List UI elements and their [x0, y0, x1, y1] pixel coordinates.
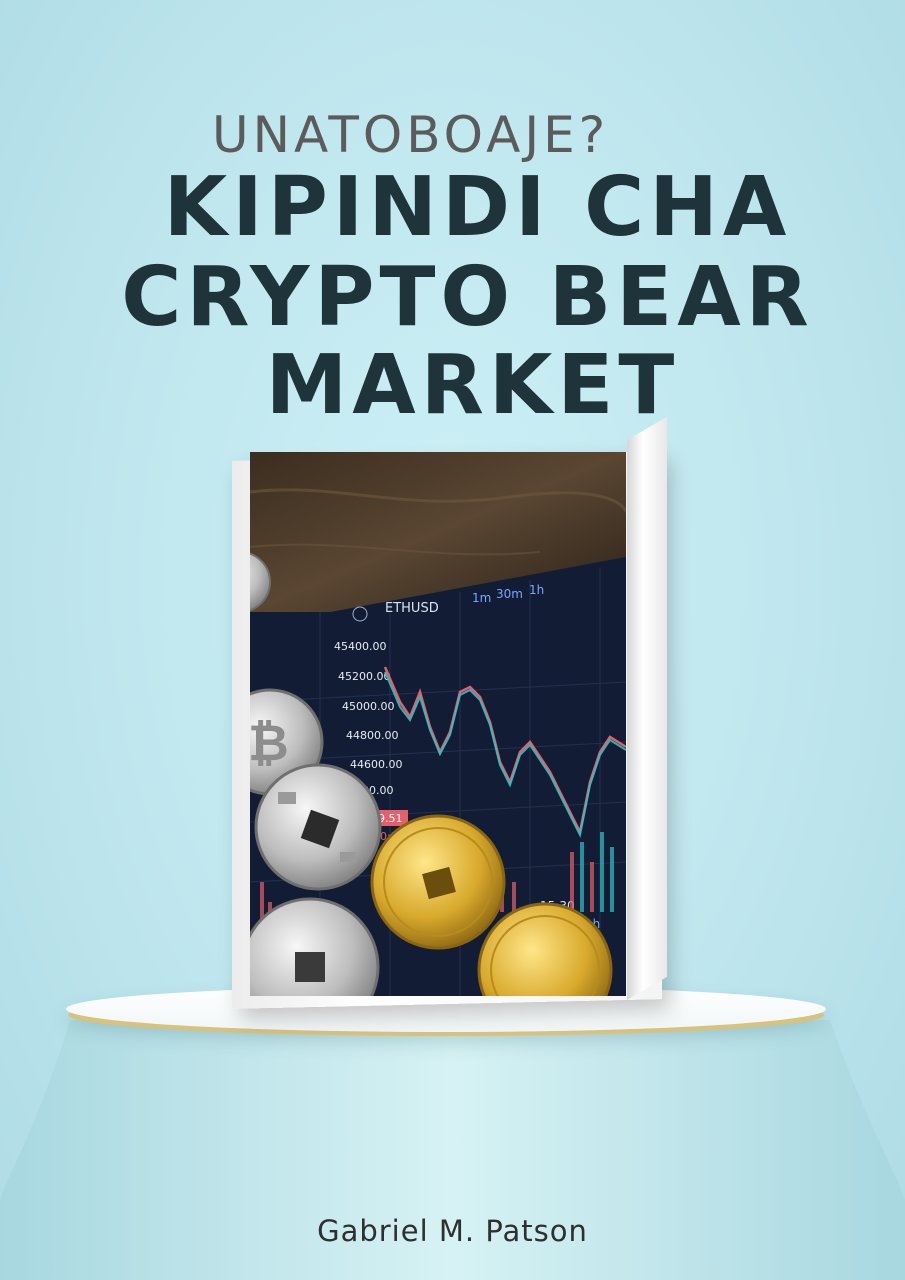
- gold-coin-1: [370, 814, 506, 950]
- book-cover-image: ETHUSD 1m 30m 1h 45400.00 45200.00 45000…: [250, 452, 626, 996]
- price-level-3: 45000.00: [342, 700, 395, 713]
- timeframe-30m: 30m: [496, 587, 523, 601]
- cover-title-line-3: MARKET: [265, 338, 680, 433]
- price-level-4: 44800.00: [346, 729, 399, 742]
- price-level-5: 44600.00: [350, 758, 403, 771]
- price-tag: 9.51: [378, 812, 403, 825]
- gold-coin-2: [477, 902, 613, 996]
- pedestal: [0, 1020, 905, 1280]
- price-level-1: 45400.00: [334, 640, 387, 653]
- silver-coin-top: [250, 552, 271, 612]
- book-spine: [627, 416, 667, 1000]
- cover-title-line-1: KIPINDI CHA: [163, 160, 792, 255]
- timeframe-1m: 1m: [472, 591, 491, 605]
- svg-text:₿: ₿: [250, 714, 289, 772]
- chart-screen: [250, 557, 626, 996]
- price-level-2: 45200.00: [338, 670, 391, 683]
- cover-title-line-2: CRYPTO BEAR: [121, 250, 814, 345]
- ticker-label: ETHUSD: [385, 601, 439, 616]
- add-indicator-icon: [352, 606, 368, 622]
- cover-subtitle: UNATOBOAJE?: [212, 106, 610, 164]
- silver-coin-3: [250, 897, 380, 996]
- timeframe-1h: 1h: [529, 583, 544, 597]
- author-name: Gabriel M. Patson: [317, 1214, 588, 1248]
- silver-coin-2: [254, 763, 382, 891]
